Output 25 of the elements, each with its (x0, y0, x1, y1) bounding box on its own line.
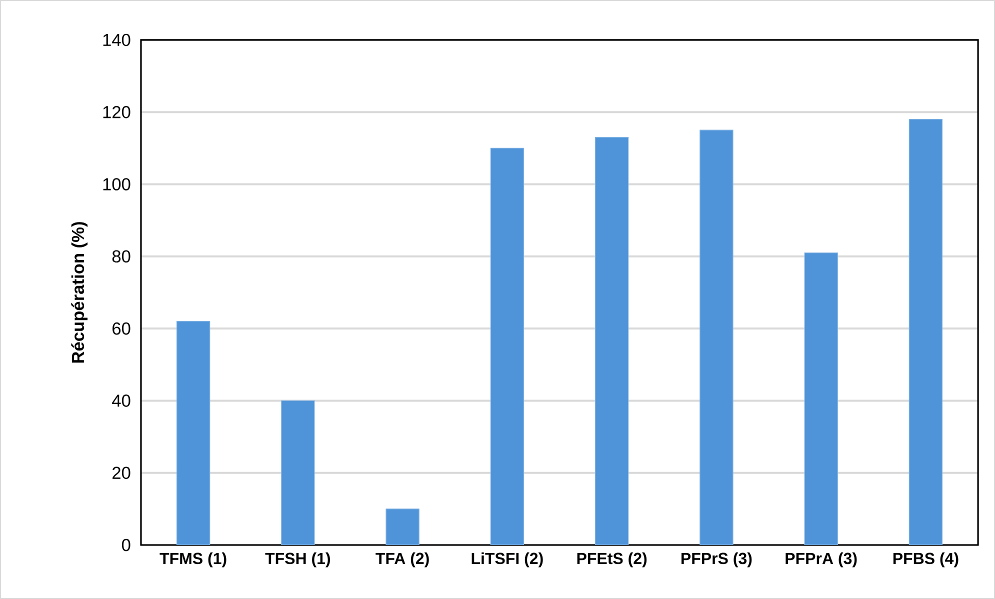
bar (908, 119, 943, 546)
bar (594, 137, 629, 546)
x-tick-label: LiTSFI (2) (472, 552, 543, 568)
y-tick-label: 60 (112, 322, 130, 335)
x-tick-label: TFA (2) (376, 552, 429, 568)
x-tick-label: PFBS (4) (893, 552, 958, 568)
bar (804, 252, 838, 546)
x-tick-label: TFSH (1) (265, 552, 330, 568)
bar (386, 508, 420, 546)
y-tick-label: 80 (112, 250, 130, 263)
y-tick-label: 20 (112, 466, 130, 479)
y-axis-title: Récupération (%) (71, 222, 88, 363)
x-tick-label: PFEtS (2) (577, 552, 647, 568)
y-tick-label: 120 (103, 106, 130, 118)
bar (700, 130, 734, 546)
y-tick-label: 0 (122, 538, 130, 552)
bar (176, 321, 210, 546)
x-tick-label: PFPrS (3) (682, 552, 752, 568)
y-tick-label: 140 (103, 34, 130, 46)
x-tick-label: TFMS (1) (160, 552, 226, 568)
y-tick-label: 40 (112, 394, 130, 407)
y-tick-label: 100 (103, 178, 130, 190)
bar (281, 400, 315, 546)
x-tick-label: PFPrA (3) (786, 552, 857, 568)
bar (490, 148, 524, 546)
